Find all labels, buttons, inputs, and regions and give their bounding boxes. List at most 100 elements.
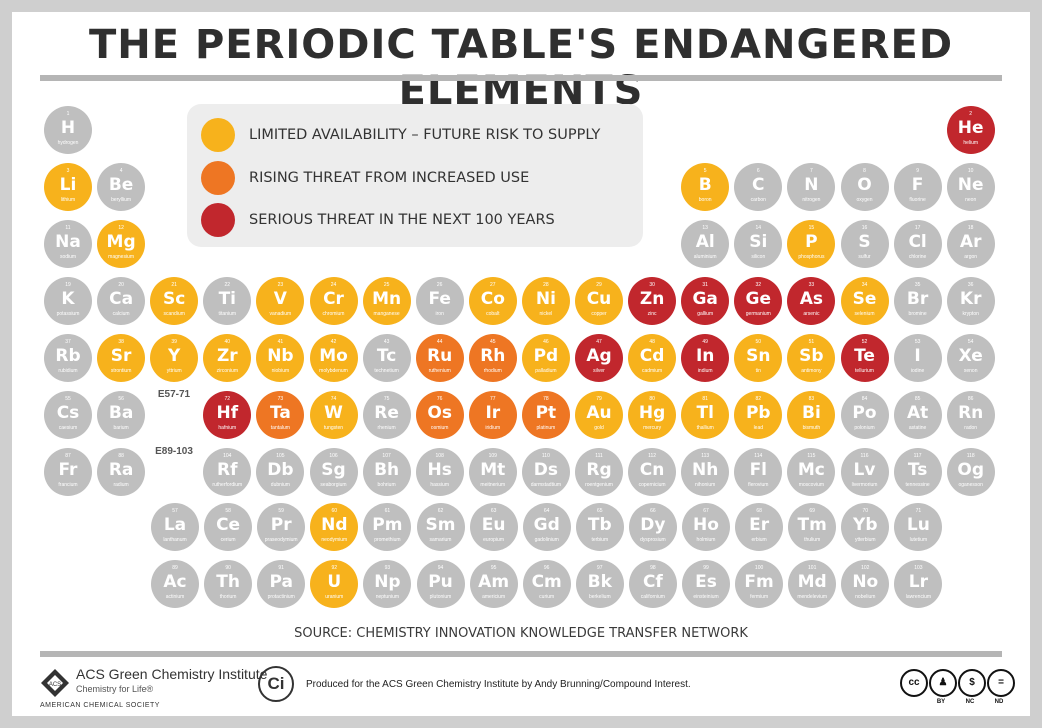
atomic-number: 96 — [543, 565, 550, 571]
element-symbol: Ba — [108, 403, 134, 423]
element-name: erbium — [751, 537, 767, 543]
element-darmstadtium: 110 Ds darmstadtium — [521, 448, 570, 496]
element-symbol: Lv — [853, 460, 876, 480]
element-name: plutonium — [429, 594, 452, 600]
element-symbol: Rf — [217, 460, 238, 480]
element-name: radon — [964, 425, 978, 431]
element-symbol: Ta — [269, 403, 291, 423]
element-name: samarium — [429, 537, 452, 543]
atomic-number: 87 — [65, 453, 71, 459]
element-ytterbium: 70 Yb ytterbium — [841, 503, 890, 551]
element-name: zirconium — [216, 368, 238, 374]
element-symbol: As — [799, 289, 824, 309]
element-fermium: 100 Fm fermium — [735, 560, 784, 608]
atomic-number: 85 — [914, 396, 921, 402]
element-name: dysprosium — [640, 537, 666, 543]
element-symbol: Ge — [745, 289, 772, 309]
atomic-number: 35 — [914, 282, 921, 288]
atomic-number: 60 — [331, 508, 338, 514]
atomic-number: 47 — [596, 339, 602, 345]
element-name: yttrium — [166, 368, 182, 374]
legend-item-limited: LIMITED AVAILABILITY – FUTURE RISK TO SU… — [201, 118, 600, 152]
atomic-number: 90 — [225, 565, 231, 571]
legend: LIMITED AVAILABILITY – FUTURE RISK TO SU… — [187, 104, 643, 247]
element-symbol: Md — [797, 572, 827, 592]
atomic-number: 89 — [172, 565, 178, 571]
element-name: arsenic — [803, 311, 820, 317]
atomic-number: 1 — [66, 111, 70, 117]
atomic-number: 29 — [596, 282, 602, 288]
atomic-number: 14 — [755, 225, 762, 231]
element-symbol: Ga — [692, 289, 718, 309]
element-name: vanadium — [269, 311, 292, 317]
element-praseodymium: 59 Pr praseodymium — [257, 503, 306, 551]
element-symbol: Pr — [270, 515, 292, 535]
element-symbol: Dy — [640, 515, 666, 535]
element-seaborgium: 106 Sg seaborgium — [309, 448, 358, 496]
element-symbol: In — [695, 346, 715, 366]
by-icon: ♟ — [929, 669, 957, 697]
element-silicon: 14 Si silicon — [734, 220, 783, 268]
element-name: phosphorus — [798, 254, 825, 260]
atomic-number: 43 — [383, 339, 390, 345]
element-name: scandium — [163, 311, 185, 317]
element-neodymium: 60 Nd neodymium — [310, 503, 359, 551]
atomic-number: 117 — [913, 453, 922, 459]
element-symbol: Nh — [692, 460, 719, 480]
legend-label-serious: SERIOUS THREAT IN THE NEXT 100 YEARS — [249, 212, 555, 228]
element-rhodium: 45 Rh rhodium — [468, 334, 517, 382]
element-helium: 2 He helium — [946, 106, 995, 154]
element-symbol: Hg — [638, 403, 666, 423]
element-bohrium: 107 Bh bohrium — [362, 448, 411, 496]
atomic-number: 77 — [490, 396, 496, 402]
legend-dot-rising — [201, 161, 235, 195]
atomic-number: 110 — [541, 453, 550, 459]
atomic-number: 66 — [650, 508, 656, 514]
element-symbol: Tl — [696, 403, 714, 423]
atomic-number: 51 — [808, 339, 815, 345]
title-rule — [40, 75, 1002, 81]
element-name: selenium — [854, 311, 875, 317]
element-arsenic: 33 As arsenic — [787, 277, 836, 325]
atomic-number: 48 — [649, 339, 655, 345]
element-name: platinum — [536, 425, 556, 431]
atomic-number: 9 — [916, 168, 919, 174]
element-name: helium — [963, 140, 979, 146]
element-cerium: 58 Ce cerium — [204, 503, 253, 551]
atomic-number: 19 — [65, 282, 71, 288]
atomic-number: 80 — [649, 396, 655, 402]
compound-interest-logo: Ci — [258, 666, 294, 702]
element-symbol: Fe — [428, 289, 451, 309]
element-symbol: W — [324, 403, 343, 423]
atomic-number: 88 — [118, 453, 124, 459]
element-name: xenon — [963, 368, 978, 374]
element-symbol: Fr — [58, 460, 78, 480]
atomic-number: 93 — [384, 565, 391, 571]
acs-tagline: Chemistry for Life® — [76, 684, 154, 694]
atomic-number: 39 — [171, 339, 177, 345]
element-name: neptunium — [375, 594, 400, 600]
lanthanide-range-label: E57-71 — [157, 389, 191, 400]
atomic-number: 41 — [277, 339, 284, 345]
element-symbol: Ds — [533, 460, 558, 480]
atomic-number: 38 — [118, 339, 124, 345]
atomic-number: 92 — [331, 565, 338, 571]
element-name: thulium — [804, 537, 821, 543]
element-symbol: C — [752, 175, 765, 195]
element-name: tellurium — [855, 368, 874, 374]
element-name: hydrogen — [57, 140, 79, 146]
element-symbol: Np — [374, 572, 401, 592]
element-symbol: Sr — [110, 346, 132, 366]
element-symbol: Bh — [374, 460, 400, 480]
atomic-number: 75 — [383, 396, 390, 402]
element-symbol: Rn — [958, 403, 984, 423]
atomic-number: 45 — [490, 339, 496, 345]
element-symbol: Sb — [799, 346, 824, 366]
element-palladium: 46 Pd palladium — [521, 334, 570, 382]
element-name: niobium — [271, 368, 290, 374]
element-symbol: H — [60, 118, 76, 138]
element-rubidium: 37 Rb rubidium — [44, 334, 92, 382]
element-beryllium: 4 Be beryllium — [97, 163, 146, 211]
element-symbol: Ni — [535, 289, 556, 309]
